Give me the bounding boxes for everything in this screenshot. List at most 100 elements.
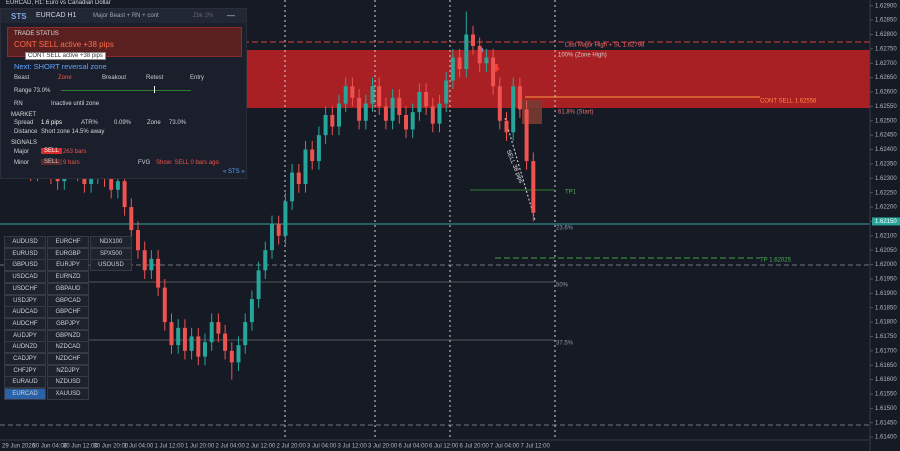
symbol-button[interactable]: AUDCHF <box>4 317 46 330</box>
range-marker <box>154 86 155 93</box>
candle-body <box>404 115 408 130</box>
symbol-button[interactable]: NDX100 <box>90 236 132 248</box>
y-tick-label: 1.62800 <box>875 32 897 38</box>
symbol-button[interactable]: GBPCAD <box>47 294 89 307</box>
candle-body <box>464 34 469 70</box>
symbol-button[interactable]: NZDCHF <box>47 353 89 365</box>
symbol: EURCAD H1 <box>36 12 77 19</box>
y-tick-label: 1.62600 <box>875 90 897 96</box>
section-header: TRADE STATUS <box>14 31 59 37</box>
label: FVG <box>138 160 151 166</box>
candle-body <box>390 97 395 121</box>
candle-body <box>196 336 201 357</box>
symbol-button[interactable]: EURCHF <box>47 236 89 248</box>
y-tick-label: 1.62500 <box>875 118 897 124</box>
x-tick-label: 2 Jul 20:00 <box>277 444 307 450</box>
y-tick-label: 1.61600 <box>875 377 897 383</box>
move-line <box>504 117 536 221</box>
candle-body <box>471 34 475 47</box>
symbol-button[interactable]: USDCAD <box>4 271 46 284</box>
symbol-button[interactable]: NZDUSD <box>47 376 89 389</box>
candle-body <box>357 97 362 121</box>
symbol-button[interactable]: EURUSD <box>4 247 46 260</box>
section-header: SIGNALS <box>11 140 38 146</box>
candle-body <box>136 230 140 251</box>
x-tick-label: 6 Jul 12:00 <box>429 444 459 450</box>
step: Zone <box>58 75 72 81</box>
symbol-button[interactable]: AUDCAD <box>4 306 46 319</box>
candle-body <box>417 92 422 113</box>
symbol-button[interactable]: AUDJPY <box>4 329 46 342</box>
candle-body <box>450 57 455 81</box>
candle-body <box>169 322 174 346</box>
symbol-button[interactable]: GBPNZD <box>47 329 89 342</box>
candle-body <box>209 322 214 343</box>
symbol-button[interactable]: AUDUSD <box>4 236 46 248</box>
candle-body <box>176 327 181 346</box>
symbol-button[interactable]: EURCAD <box>4 388 46 401</box>
symbol-button[interactable]: GBPJPY <box>47 317 89 330</box>
label: Minor <box>14 160 30 166</box>
candle-body <box>457 57 462 70</box>
symbol-button[interactable]: NZDCAD <box>47 341 89 354</box>
x-tick-label: 1 Jul 04:00 <box>124 444 154 450</box>
annotation: 23.6% <box>556 226 574 232</box>
candle-body <box>216 322 221 334</box>
symbol-button[interactable]: EURNZD <box>47 271 89 284</box>
symbol-button[interactable]: XAUUSD <box>47 388 89 401</box>
label: Major <box>14 149 30 155</box>
annotation: 61.8% (Start) <box>558 110 593 116</box>
symbol-button[interactable]: GBPAUD <box>47 282 89 295</box>
annotation: TP 1.62025 <box>760 258 792 264</box>
symbol-button[interactable]: USDCHF <box>4 282 46 295</box>
candle-body <box>430 106 435 124</box>
candle-body <box>410 112 415 130</box>
y-tick-label: 1.62350 <box>875 161 897 167</box>
candle-body <box>115 181 120 190</box>
minimize-button[interactable]: — <box>227 11 235 20</box>
symbol-button[interactable]: GBPUSD <box>4 259 46 272</box>
step: Breakout <box>102 75 127 81</box>
symbol-button[interactable]: GBPCHF <box>47 306 89 319</box>
y-tick-label: 1.61550 <box>875 392 897 398</box>
symbol-button[interactable]: CADJPY <box>4 353 46 365</box>
symbol-button[interactable]: SPX500 <box>90 247 132 260</box>
candle-body <box>511 86 516 133</box>
candle-body <box>477 46 482 64</box>
x-tick-label: 6 Jul 04:00 <box>399 444 429 450</box>
section-header: MARKET <box>11 112 37 118</box>
candle-body <box>350 86 355 98</box>
brand: STS <box>11 12 27 21</box>
y-tick-label: 1.62100 <box>875 233 897 239</box>
candle-body <box>296 172 301 185</box>
signal-badge: SELL <box>41 159 62 165</box>
y-tick-label: 1.61800 <box>875 320 897 326</box>
candle-body <box>310 149 315 162</box>
candle-body <box>156 258 161 288</box>
candle-body <box>290 172 295 202</box>
x-tick-label: 3 Jul 04:00 <box>307 444 337 450</box>
candle-body <box>337 103 341 127</box>
panel-header <box>1 9 246 23</box>
price-tag-label: 1.62150 <box>875 219 897 225</box>
y-tick-label: 1.61500 <box>875 406 897 412</box>
symbol-button[interactable]: EURGBP <box>47 247 89 260</box>
y-tick-label: 1.61900 <box>875 291 897 297</box>
candle-body <box>303 149 308 185</box>
symbol-button[interactable]: USOUSD <box>90 259 132 272</box>
symbol-button[interactable]: EURJPY <box>47 259 89 272</box>
footer: « STS » <box>223 169 245 175</box>
x-tick-label: 2 Jul 04:00 <box>216 444 246 450</box>
x-tick-label: 29 Jun 2026 <box>2 444 36 450</box>
candle-body <box>276 224 281 236</box>
symbol-button[interactable]: USDJPY <box>4 294 46 307</box>
symbol-button[interactable]: CHFJPY <box>4 364 46 377</box>
symbol-button[interactable]: AUDNZD <box>4 341 46 354</box>
symbol-button[interactable]: NZDJPY <box>47 364 89 377</box>
symbol-button[interactable]: EURAUD <box>4 376 46 389</box>
x-tick-label: 30 Jun 04:00 <box>33 444 68 450</box>
value: 1.6 pips <box>41 120 63 126</box>
value: Short zone 14.5% away <box>41 129 105 135</box>
x-tick-label: 1 Jul 12:00 <box>155 444 185 450</box>
